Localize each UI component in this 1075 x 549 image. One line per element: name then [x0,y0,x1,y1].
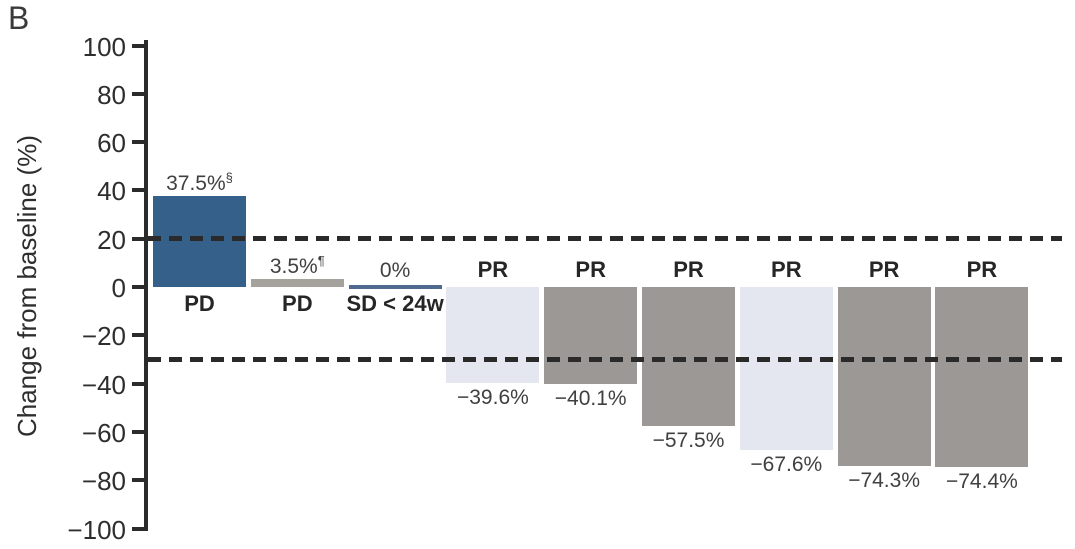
value-note: ¶ [317,252,325,268]
bar-value-label: −57.5% [652,428,725,452]
y-tick [132,236,148,241]
y-tick [132,478,148,483]
y-tick [132,526,148,531]
y-tick [132,285,148,289]
bar-value-label: −39.6% [456,385,529,409]
bar [837,287,931,467]
bar [250,278,344,287]
bar [153,196,246,287]
y-tick [132,140,148,145]
bar [446,287,540,383]
bar [348,285,442,289]
bar [739,287,833,451]
y-tick [132,91,148,96]
y-tick-label: −40 [81,369,126,400]
y-tick-label: −80 [81,466,126,497]
bar [935,287,1029,467]
bar-value-label: −40.1% [554,386,627,410]
bar-category-label: PD [282,291,313,316]
y-tick-label: 0 [111,273,126,303]
y-tick-label: 60 [97,128,126,159]
panel-label: B [8,0,30,36]
y-tick [132,43,148,48]
bar-value-label: 0% [379,259,411,282]
reference-line [148,236,1062,242]
y-tick [132,381,148,386]
y-tick-label: −20 [81,321,126,352]
y-tick-label: −100 [67,514,126,545]
bar-category-label: SD < 24w [346,291,444,316]
bar-value-label: −67.6% [750,453,823,477]
bar-category-label: PR [868,257,900,282]
bar-category-label: PD [184,291,215,316]
y-tick [132,188,148,193]
bar-category-label: PR [477,257,509,282]
bar [544,287,638,384]
bar-category-label: PR [673,257,704,282]
y-tick-label: 80 [97,79,126,110]
bar-value-label: −74.3% [848,469,920,493]
bar-category-label: PR [771,257,802,282]
value-note: § [225,170,233,186]
y-tick [132,333,148,338]
bar-value-label: 37.5%§ [166,170,233,196]
bar-value-label: −74.4% [945,469,1018,493]
y-tick [132,429,148,434]
reference-line [148,356,1062,362]
y-tick-label: 100 [82,31,126,62]
bar-category-label: PR [575,257,606,282]
y-tick-label: −60 [81,417,126,448]
bar-value-label: 3.5%¶ [269,252,325,278]
bar-category-label: PR [966,257,998,282]
bar [642,287,735,426]
y-tick-label: 40 [97,176,126,207]
y-tick-label: 20 [97,224,126,255]
